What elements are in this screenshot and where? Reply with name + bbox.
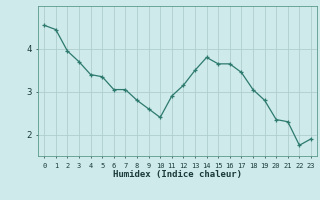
X-axis label: Humidex (Indice chaleur): Humidex (Indice chaleur) — [113, 170, 242, 179]
